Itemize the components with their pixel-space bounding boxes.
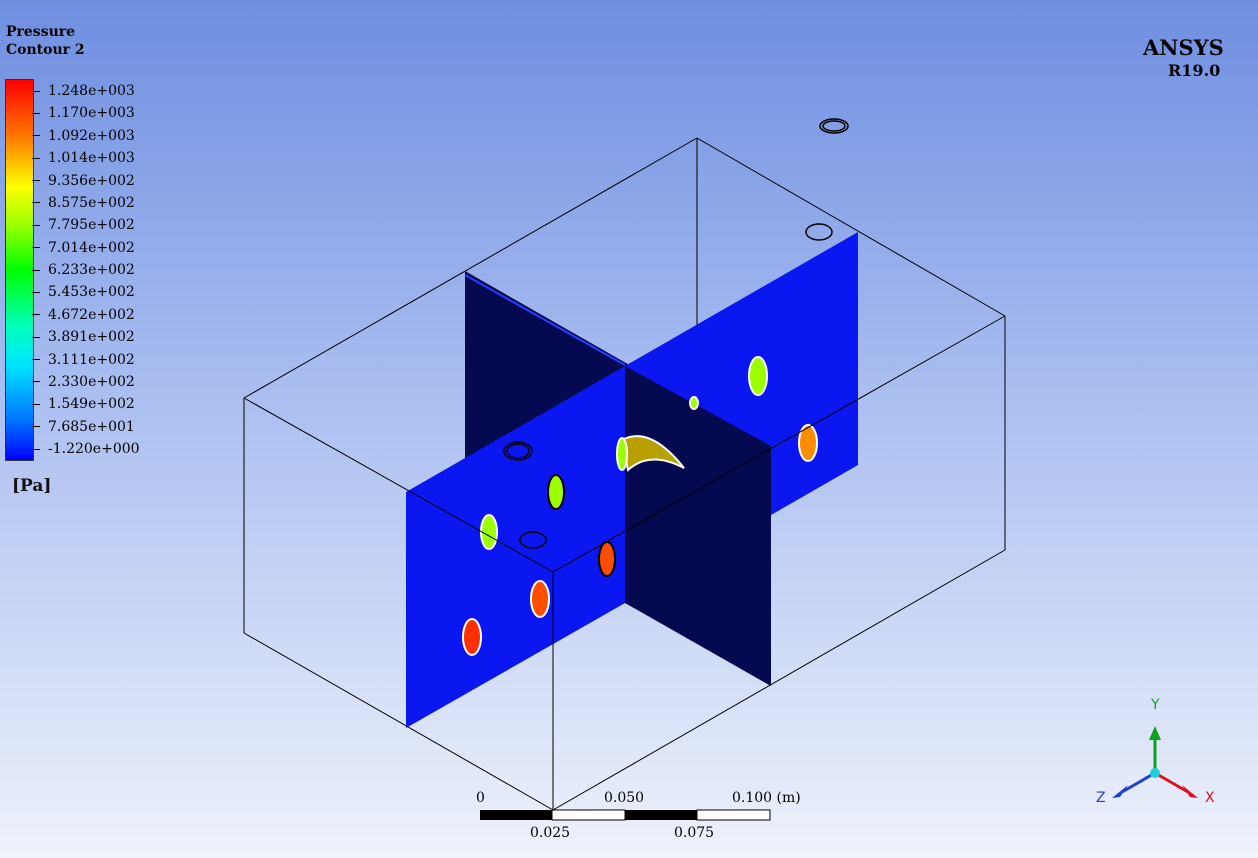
legend-value-text: 7.014e+002 (48, 239, 135, 256)
legend-color-bar (5, 79, 34, 461)
legend-value: 2.330e+002 (32, 372, 135, 392)
scale-label-0025: 0.025 (530, 825, 571, 841)
legend-value-text: -1.220e+000 (48, 441, 140, 457)
plane-edge-highlight (464, 274, 626, 366)
legend-value-text: 9.356e+002 (48, 172, 135, 189)
legend-value-text: 7.685e+001 (48, 418, 135, 435)
legend-value: 4.672e+002 (32, 305, 135, 325)
legend-tick (32, 90, 40, 92)
z-axis-arrow-icon (1112, 785, 1128, 798)
legend-value-text: 3.891e+002 (48, 329, 135, 346)
legend-tick (32, 336, 40, 338)
legend-tick (32, 403, 40, 405)
legend-variable: Pressure (6, 24, 76, 40)
legend-tick (32, 224, 40, 226)
scale-label-0100: 0.100 (m) (732, 790, 801, 806)
triad-origin-icon (1150, 768, 1160, 778)
legend-tick (32, 291, 40, 293)
legend-value: 9.356e+002 (32, 171, 135, 191)
legend-tick (32, 448, 40, 450)
legend-value-text: 2.330e+002 (48, 373, 135, 390)
triad-z-label: Z (1096, 790, 1106, 806)
legend-value: 1.248e+003 (32, 81, 135, 101)
legend-value-text: 1.014e+003 (48, 150, 135, 167)
scale-label-0050: 0.050 (604, 790, 645, 806)
legend-value: 6.233e+002 (32, 260, 135, 280)
legend-value-text: 1.248e+003 (48, 83, 135, 99)
domain-box-back-edges (243, 137, 1006, 633)
legend-value: 1.092e+003 (32, 126, 135, 146)
y-axis-arrow-icon (1149, 726, 1161, 740)
triad-x-label: X (1205, 790, 1215, 806)
legend-value-text: 7.795e+002 (48, 217, 135, 234)
legend-value: 7.795e+002 (32, 215, 135, 235)
legend-tick (32, 202, 40, 204)
blade-section (620, 435, 685, 472)
legend-value: 7.014e+002 (32, 238, 135, 258)
legend-value: -1.220e+000 (32, 439, 140, 459)
legend-value: 7.685e+001 (32, 417, 135, 437)
legend-tick (32, 157, 40, 159)
legend-tick (32, 112, 40, 114)
triad-y-label: Y (1151, 697, 1160, 713)
legend-value-text: 8.575e+002 (48, 194, 135, 211)
legend-title: Pressure Contour 2 (6, 23, 85, 59)
legend-unit: [Pa] (12, 476, 52, 496)
legend-value: 1.170e+003 (32, 103, 135, 123)
domain-box-front-edges (243, 315, 1006, 811)
legend-value-text: 6.233e+002 (48, 262, 135, 278)
legend-contour-name: Contour 2 (6, 42, 85, 58)
legend-value: 3.891e+002 (32, 327, 135, 347)
legend-tick (32, 381, 40, 383)
legend-value-text: 1.170e+003 (48, 105, 135, 122)
hole-outlines (503, 118, 849, 549)
legend-value-text: 1.092e+003 (48, 127, 135, 144)
x-axis-arrow-icon (1182, 785, 1198, 798)
legend-value: 1.014e+003 (32, 148, 135, 168)
legend-tick (32, 247, 40, 249)
legend-value: 1.549e+002 (32, 394, 135, 414)
hole-contour (616, 437, 628, 471)
legend-tick (32, 269, 40, 271)
legend-value: 3.111e+002 (32, 350, 135, 370)
brand-name: ANSYS (1143, 35, 1224, 60)
front-blue-plane (406, 366, 625, 728)
scale-bar (480, 809, 771, 821)
legend-value-text: 1.549e+002 (48, 396, 135, 413)
scale-label-0075: 0.075 (674, 825, 715, 841)
legend-tick (32, 359, 40, 360)
legend-tick (32, 314, 40, 316)
legend-value-text: 4.672e+002 (48, 306, 135, 323)
legend-value: 5.453e+002 (32, 282, 135, 302)
scale-label-0: 0 (476, 790, 485, 806)
legend-tick (32, 426, 40, 428)
brand-version: R19.0 (1168, 61, 1221, 80)
legend-tick (32, 180, 40, 181)
legend-value: 8.575e+002 (32, 193, 135, 213)
legend-value-text: 3.111e+002 (48, 351, 135, 368)
legend-value-text: 5.453e+002 (48, 284, 135, 301)
axis-triad[interactable] (1112, 726, 1198, 798)
legend-tick (32, 135, 40, 137)
